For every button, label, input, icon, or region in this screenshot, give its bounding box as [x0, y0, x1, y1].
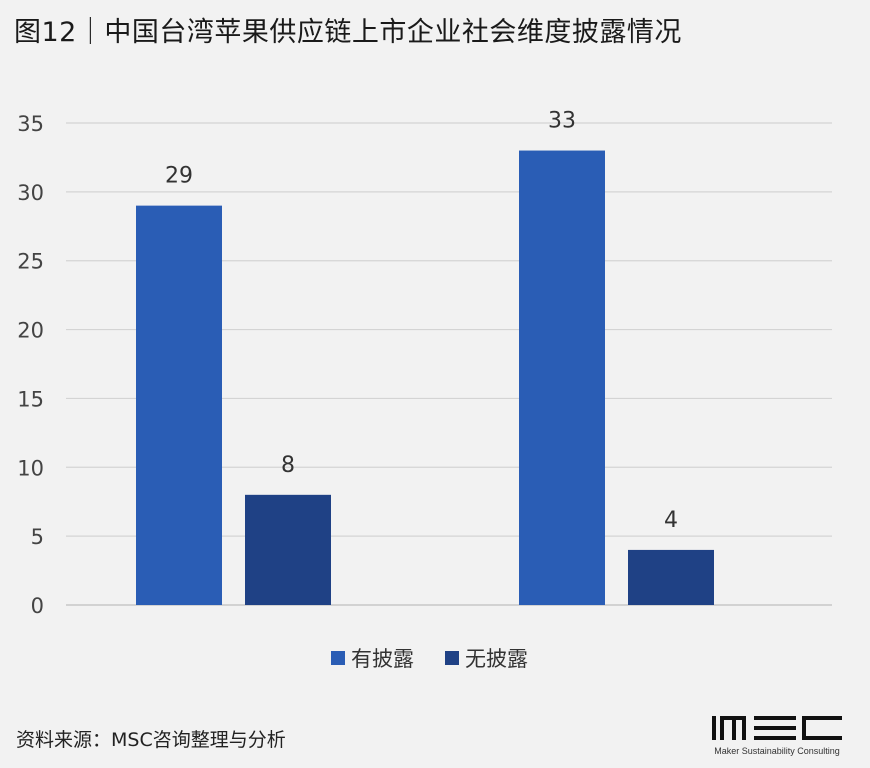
y-tick-label: 30 [17, 181, 44, 205]
y-tick-label: 15 [17, 387, 44, 411]
msc-logo-mark [712, 716, 842, 740]
msc-logo: Maker Sustainability Consulting [706, 712, 848, 760]
chart-title: 图12｜中国台湾苹果供应链上市企业社会维度披露情况 [14, 17, 682, 48]
legend-label: 有披露 [351, 647, 414, 671]
bar [519, 150, 605, 606]
y-tick-label: 5 [31, 525, 44, 549]
y-tick-label: 25 [17, 250, 44, 274]
data-label: 29 [165, 164, 193, 189]
source-note: 资料来源：MSC咨询整理与分析 [16, 729, 286, 751]
legend-swatch [331, 651, 345, 665]
data-label: 33 [548, 109, 576, 134]
legend-swatch [445, 651, 459, 665]
bar [628, 549, 714, 605]
bar-chart: 0 5 10 15 20 25 30 35 29 33 8 4 有披露 无披露 [17, 109, 832, 671]
y-tick-label: 10 [17, 456, 44, 480]
bar [136, 205, 222, 605]
data-label: 4 [664, 508, 678, 533]
y-tick-label: 35 [17, 112, 44, 136]
logo-subtitle: Maker Sustainability Consulting [714, 746, 840, 756]
legend-label: 无披露 [465, 647, 528, 671]
y-tick-label: 0 [31, 594, 44, 618]
data-label: 8 [281, 453, 295, 478]
y-tick-label: 20 [17, 319, 44, 343]
bar [245, 494, 331, 605]
